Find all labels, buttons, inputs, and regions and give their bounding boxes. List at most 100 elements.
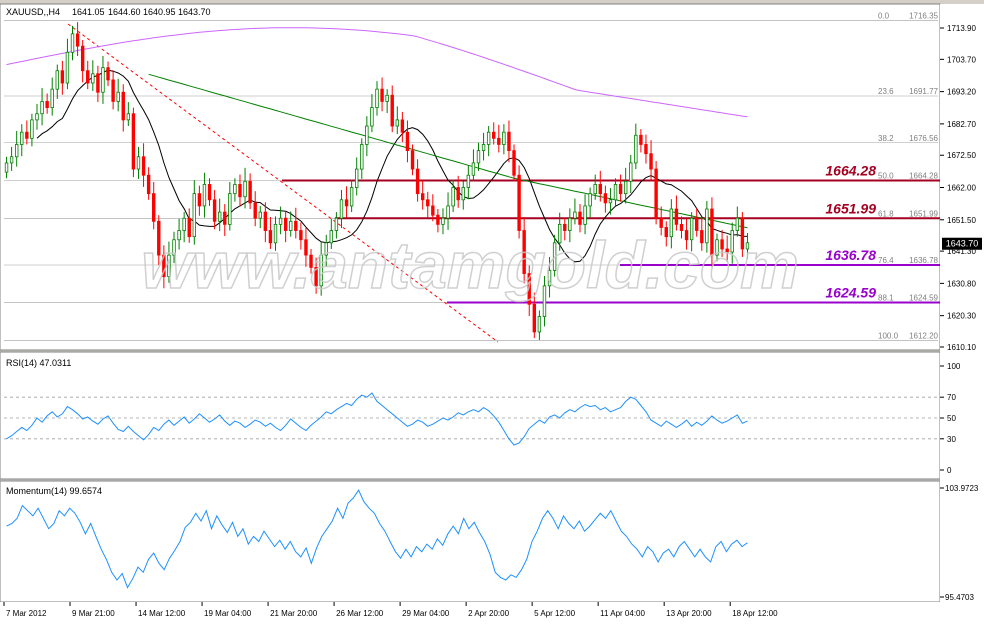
fib-ratio: 100.0 bbox=[878, 332, 899, 341]
rsi-indicator bbox=[4, 392, 938, 446]
candle-body bbox=[339, 199, 344, 219]
time-tick-label: 21 Mar 20:00 bbox=[270, 609, 318, 618]
candle-body bbox=[197, 193, 202, 207]
fib-ratio: 88.1 bbox=[878, 293, 894, 302]
candle-body bbox=[146, 174, 151, 195]
time-tick-label: 2 Apr 20:00 bbox=[468, 609, 509, 618]
candle-body bbox=[410, 150, 415, 170]
candle-body bbox=[623, 180, 628, 195]
time-tick-label: 29 Mar 04:00 bbox=[402, 609, 450, 618]
candle-body bbox=[451, 187, 455, 207]
candle-body bbox=[456, 187, 460, 201]
candle-body bbox=[324, 242, 328, 256]
candle-body bbox=[91, 73, 95, 84]
candle-body bbox=[131, 113, 136, 170]
candle-body bbox=[329, 230, 334, 244]
candle-body bbox=[436, 214, 440, 225]
candle-body bbox=[375, 88, 379, 108]
candle-body bbox=[618, 184, 623, 195]
momentum-line bbox=[6, 489, 748, 589]
candle-body bbox=[395, 119, 399, 127]
candle-body bbox=[370, 107, 374, 127]
candle-body bbox=[349, 187, 354, 207]
candle-body bbox=[720, 239, 724, 250]
candle-body bbox=[710, 208, 714, 256]
rsi-tick-label: 70 bbox=[947, 393, 956, 402]
key-level-label: 1624.59 bbox=[825, 284, 876, 300]
fib-price: 1676.56 bbox=[909, 134, 938, 143]
candle-body bbox=[486, 131, 491, 145]
candle-body bbox=[96, 73, 100, 93]
time-tick-label: 7 Mar 2012 bbox=[6, 609, 47, 618]
candle-body bbox=[659, 217, 663, 228]
candle-body bbox=[507, 131, 511, 152]
candle-body bbox=[603, 193, 608, 204]
ohlc-close: 1643.70 bbox=[178, 7, 211, 17]
candles bbox=[4, 22, 750, 340]
momentum-axis: 103.9723 95.4703 bbox=[940, 484, 979, 602]
candle-body bbox=[654, 168, 658, 219]
candle-body bbox=[141, 156, 146, 176]
current-price-tag: 1643.70 bbox=[942, 237, 982, 250]
candle-body bbox=[385, 94, 389, 102]
fib-ratio: 38.2 bbox=[878, 134, 894, 143]
candle-body bbox=[669, 208, 674, 238]
candle-body bbox=[289, 220, 293, 231]
price-axis-area bbox=[940, 4, 984, 602]
fib-ratio: 61.8 bbox=[878, 209, 894, 218]
price-tick-label: 1630.80 bbox=[947, 279, 976, 288]
candle-body bbox=[35, 113, 39, 121]
candle-body bbox=[80, 45, 85, 72]
candle-body bbox=[563, 223, 567, 231]
fib-price: 1664.28 bbox=[909, 171, 938, 180]
candle-body bbox=[304, 239, 308, 256]
key-level-label: 1651.99 bbox=[825, 200, 876, 216]
candle-body bbox=[415, 168, 420, 195]
ohlc-low: 1640.95 bbox=[143, 7, 176, 17]
rsi-line bbox=[6, 392, 748, 446]
candle-body bbox=[136, 156, 141, 170]
candle-body bbox=[532, 303, 537, 333]
candle-body bbox=[182, 217, 186, 231]
key-level-label: 1664.28 bbox=[825, 162, 876, 178]
rsi-panel[interactable] bbox=[0, 351, 941, 480]
candle-body bbox=[725, 248, 729, 253]
candle-body bbox=[700, 230, 704, 244]
candle-body bbox=[116, 91, 120, 102]
candle-body bbox=[502, 131, 506, 145]
time-axis: 7 Mar 2012 9 Mar 21:00 14 Mar 12:00 19 Mar … bbox=[3, 602, 778, 618]
trend-line[interactable] bbox=[67, 23, 499, 343]
candle-body bbox=[497, 137, 501, 145]
candle-body bbox=[740, 217, 745, 250]
candle-body bbox=[294, 220, 298, 231]
candle-body bbox=[649, 153, 653, 170]
price-tick-label: 1693.20 bbox=[947, 88, 976, 97]
momentum-panel[interactable] bbox=[0, 480, 941, 603]
candle-body bbox=[30, 119, 34, 139]
rsi-tick-label: 30 bbox=[947, 435, 956, 444]
candle-body bbox=[674, 208, 679, 225]
candle-body bbox=[248, 180, 252, 204]
candle-body bbox=[121, 91, 125, 121]
candle-body bbox=[152, 193, 156, 222]
candle-body bbox=[75, 33, 80, 47]
candle-body bbox=[278, 217, 283, 225]
time-tick-label: 19 Mar 04:00 bbox=[204, 609, 252, 618]
rsi-tick-label: 50 bbox=[947, 414, 956, 423]
time-tick-label: 11 Apr 04:00 bbox=[600, 609, 645, 618]
candle-body bbox=[9, 156, 14, 164]
candle-body bbox=[14, 144, 19, 158]
candle-body bbox=[258, 211, 262, 219]
candle-body bbox=[573, 211, 577, 219]
key-level-label: 1636.78 bbox=[825, 247, 876, 263]
candle-body bbox=[380, 88, 384, 102]
candle-body bbox=[192, 193, 197, 238]
candle-body bbox=[537, 316, 542, 333]
candle-body bbox=[664, 227, 668, 238]
candle-body bbox=[344, 199, 349, 207]
price-tick-label: 1703.70 bbox=[947, 55, 976, 64]
price-tick-label: 1651.50 bbox=[947, 216, 976, 225]
candle-body bbox=[705, 208, 709, 244]
candle-body bbox=[446, 205, 450, 219]
